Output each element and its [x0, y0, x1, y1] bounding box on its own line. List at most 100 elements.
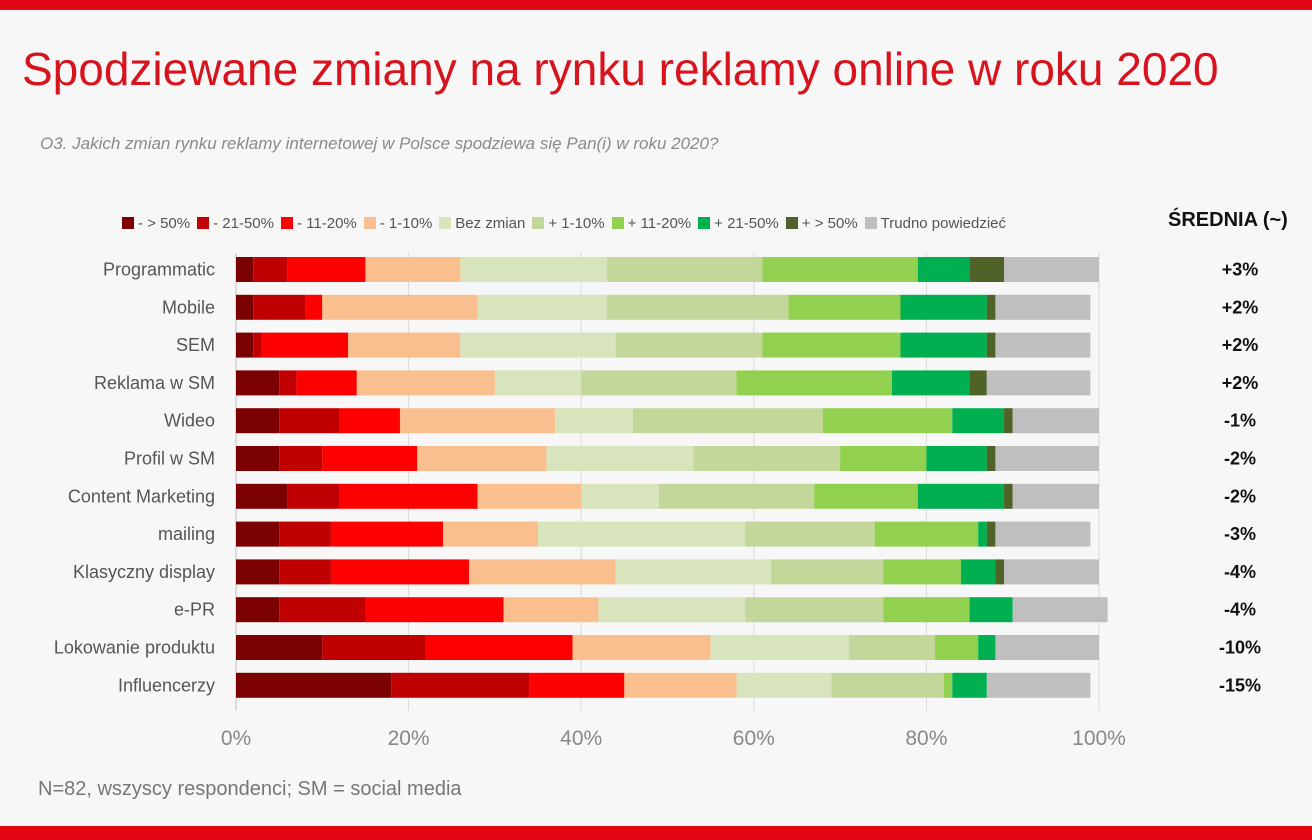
- average-value-mailing: -3%: [1224, 524, 1256, 544]
- average-value-mobile: +2%: [1222, 297, 1259, 317]
- bar-influencerzy-series-9: [986, 672, 1091, 698]
- category-label-mobile: Mobile: [162, 297, 215, 317]
- bar-wideo-series-0: [236, 408, 280, 434]
- x-tick-label-2: 40%: [560, 727, 602, 750]
- bar-influencerzy-series-1: [391, 672, 530, 698]
- chart-legend: - > 50% - 21-50% - 11-20% - 1-10% Bez zmian +…: [122, 212, 1013, 234]
- bar-e-pr-series-2: [365, 597, 504, 623]
- bar-reklama-w-sm-series-3: [356, 370, 495, 396]
- bar-content-marketing-series-3: [477, 483, 582, 509]
- legend-label-8: + > 50%: [801, 214, 858, 232]
- category-label-programmatic: Programmatic: [103, 260, 215, 280]
- category-label-influencerzy: Influencerzy: [118, 675, 215, 695]
- bar-reklama-w-sm-series-1: [279, 370, 297, 396]
- bar-mailing-series-5: [745, 521, 875, 547]
- category-label-e-pr: e-PR: [174, 600, 215, 620]
- average-value-sem: +2%: [1222, 335, 1259, 355]
- category-label-content-marketing: Content Marketing: [68, 486, 215, 506]
- footnote: N=82, wszyscy respondenci; SM = social m…: [38, 778, 462, 800]
- bar-profil-w-sm-series-5: [693, 446, 841, 471]
- bar-wideo-series-6: [822, 408, 953, 434]
- bar-sem-series-7: [900, 332, 987, 358]
- legend-swatch-6: [611, 217, 624, 229]
- bar-reklama-w-sm-series-2: [296, 370, 357, 396]
- legend-swatch-8: [785, 217, 798, 229]
- bar-klasyczny-display-series-1: [279, 559, 331, 585]
- bar-programmatic-series-9: [1004, 257, 1099, 282]
- legend-item-9: Trudno powiedzieć: [864, 215, 1006, 232]
- bar-klasyczny-display-series-2: [330, 559, 470, 585]
- bar-e-pr-series-0: [236, 597, 280, 623]
- bar-profil-w-sm-series-0: [236, 446, 280, 471]
- bar-influencerzy-series-4: [736, 672, 832, 698]
- bar-influencerzy-series-0: [236, 672, 392, 698]
- bar-sem-series-8: [986, 332, 996, 358]
- legend-swatch-3: [363, 217, 376, 229]
- bar-e-pr-series-4: [598, 597, 746, 623]
- average-value-content-marketing: -2%: [1224, 486, 1256, 506]
- legend-label-7: + 21-50%: [714, 214, 779, 232]
- bar-profil-w-sm-series-1: [279, 446, 323, 471]
- bottom-accent-band: [0, 826, 1312, 840]
- average-value-wideo: -1%: [1224, 411, 1256, 431]
- bar-wideo-series-9: [1012, 408, 1099, 434]
- category-label-lokowanie-produktu: Lokowanie produktu: [54, 638, 215, 658]
- legend-item-6: + 11-20%: [611, 215, 691, 232]
- bar-e-pr-series-1: [279, 597, 366, 623]
- bar-programmatic-series-8: [969, 257, 1005, 282]
- bar-content-marketing-series-0: [236, 483, 288, 509]
- category-label-klasyczny-display: Klasyczny display: [73, 562, 215, 582]
- bar-sem-series-1: [253, 332, 262, 358]
- bar-mailing-series-7: [978, 521, 987, 547]
- legend-item-4: Bez zmian: [439, 215, 525, 232]
- bar-profil-w-sm-series-9: [995, 446, 1099, 471]
- bar-programmatic-series-0: [236, 257, 254, 282]
- x-tick-label-1: 20%: [388, 727, 430, 750]
- bar-klasyczny-display-series-5: [771, 559, 884, 585]
- bar-mobile-series-4: [477, 294, 608, 320]
- bar-reklama-w-sm-series-8: [969, 370, 987, 396]
- bar-sem-series-2: [261, 332, 349, 358]
- bar-e-pr-series-7: [969, 597, 1013, 623]
- bar-programmatic-series-4: [460, 257, 608, 282]
- bar-mailing-series-9: [995, 521, 1091, 547]
- bar-wideo-series-8: [1004, 408, 1013, 434]
- legend-label-5: + 1-10%: [548, 214, 605, 232]
- bar-content-marketing-series-1: [287, 483, 340, 509]
- bar-profil-w-sm-series-3: [417, 446, 547, 471]
- bar-influencerzy-series-2: [529, 672, 625, 698]
- bar-mailing-series-0: [236, 521, 280, 547]
- bar-sem-series-5: [615, 332, 763, 358]
- bar-programmatic-series-7: [917, 257, 970, 282]
- category-label-sem: SEM: [176, 335, 215, 355]
- bar-mobile-series-0: [236, 294, 254, 320]
- bar-sem-series-4: [460, 332, 616, 358]
- average-value-profil-w-sm: -2%: [1224, 449, 1256, 469]
- bar-mobile-series-6: [788, 294, 901, 320]
- legend-label-0: - > 50%: [138, 214, 191, 232]
- bar-content-marketing-series-8: [1004, 483, 1013, 509]
- bar-reklama-w-sm-series-9: [986, 370, 1091, 396]
- bar-reklama-w-sm-series-0: [236, 370, 280, 396]
- legend-swatch-1: [197, 217, 210, 229]
- legend-item-8: + > 50%: [785, 214, 858, 232]
- bar-sem-series-9: [995, 332, 1091, 358]
- bar-mobile-series-1: [253, 294, 306, 320]
- bar-content-marketing-series-4: [581, 483, 659, 509]
- bar-programmatic-series-1: [253, 257, 288, 282]
- category-label-reklama-w-sm: Reklama w SM: [94, 373, 215, 393]
- bar-reklama-w-sm-series-5: [581, 370, 737, 396]
- legend-label-3: - 1-10%: [379, 214, 433, 232]
- bar-mobile-series-7: [900, 294, 987, 320]
- bar-klasyczny-display-series-3: [469, 559, 616, 585]
- bar-mailing-series-3: [443, 521, 539, 547]
- bar-profil-w-sm-series-8: [986, 446, 996, 471]
- legend-swatch-4: [439, 217, 452, 229]
- bar-e-pr-series-6: [883, 597, 970, 623]
- x-tick-label-0: 0%: [221, 727, 251, 750]
- bar-mobile-series-8: [986, 294, 996, 320]
- bar-programmatic-series-3: [365, 257, 461, 282]
- legend-label-4: Bez zmian: [455, 214, 526, 232]
- bar-content-marketing-series-6: [814, 483, 918, 509]
